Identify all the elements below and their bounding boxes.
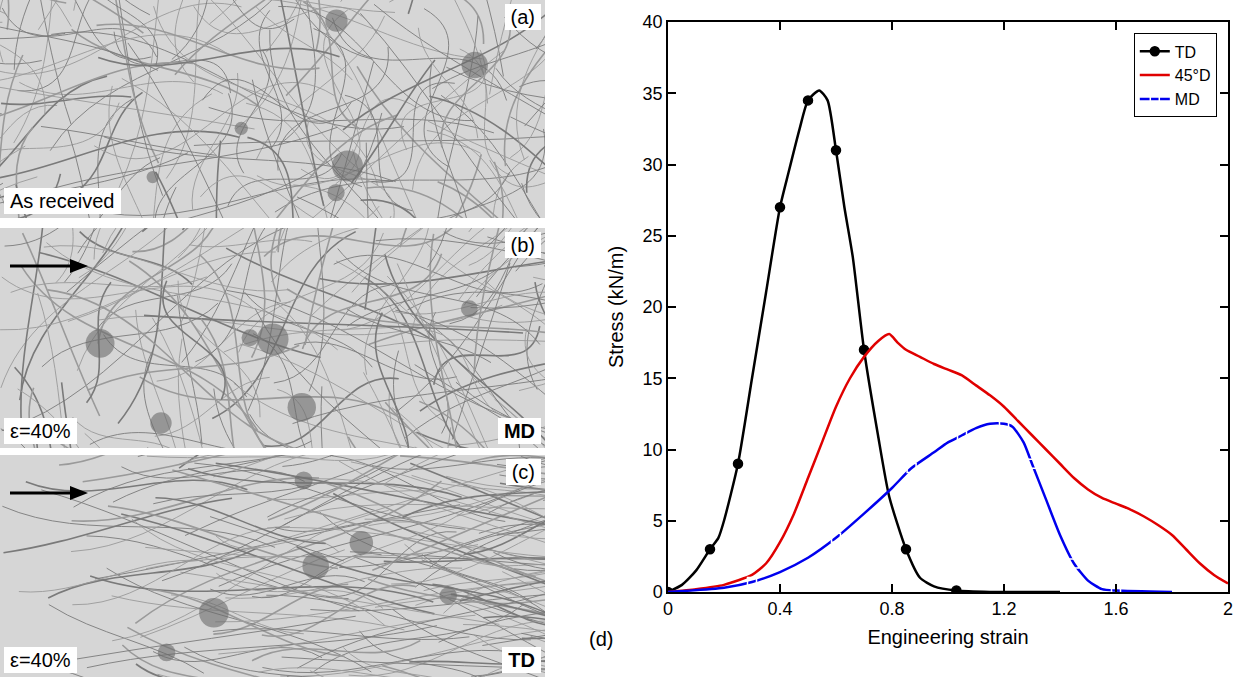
html-text:MD: MD (503, 420, 535, 442)
svg-text:15: 15 (643, 369, 663, 389)
html-text:(a): (a) (510, 6, 535, 28)
svg-text:45°D: 45°D (1175, 67, 1211, 84)
svg-text:30: 30 (643, 155, 663, 175)
html-text:ε=40%: ε=40% (10, 649, 71, 671)
svg-text:0: 0 (653, 582, 663, 602)
svg-text:TD: TD (1175, 44, 1196, 61)
svg-text:20: 20 (643, 297, 663, 317)
svg-text:0: 0 (663, 599, 673, 619)
svg-text:(d): (d) (589, 628, 613, 650)
html-text:As received: As received (10, 190, 115, 212)
html-text:(b): (b) (510, 234, 535, 256)
svg-text:Engineering strain: Engineering strain (867, 626, 1028, 648)
svg-text:MD: MD (1175, 91, 1200, 108)
svg-text:0.4: 0.4 (767, 599, 792, 619)
html-text:(c): (c) (511, 461, 535, 483)
svg-text:25: 25 (643, 226, 663, 246)
svg-text:2: 2 (1223, 599, 1233, 619)
html-text:TD: TD (508, 649, 535, 671)
html-text:ε=40%: ε=40% (10, 420, 71, 442)
svg-text:35: 35 (643, 84, 663, 104)
svg-text:Stress (kN/m): Stress (kN/m) (605, 246, 627, 368)
svg-text:40: 40 (643, 12, 663, 32)
svg-text:10: 10 (643, 440, 663, 460)
svg-text:1.6: 1.6 (1103, 599, 1128, 619)
svg-text:5: 5 (653, 511, 663, 531)
svg-text:1.2: 1.2 (991, 599, 1016, 619)
svg-text:0.8: 0.8 (879, 599, 904, 619)
